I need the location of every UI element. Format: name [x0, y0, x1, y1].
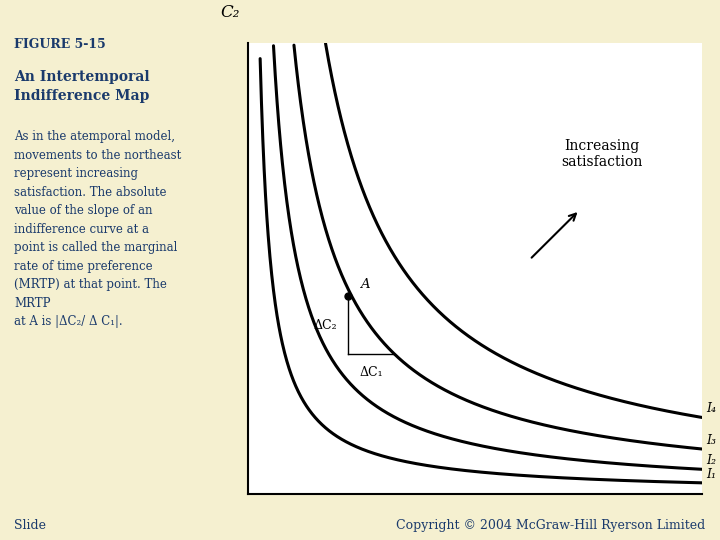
Text: C₂: C₂ — [220, 4, 240, 21]
Text: FIGURE 5-15: FIGURE 5-15 — [14, 38, 106, 51]
Text: I₂: I₂ — [706, 454, 716, 467]
Text: Increasing
satisfaction: Increasing satisfaction — [562, 139, 643, 170]
Text: A: A — [359, 278, 369, 291]
Text: I₄: I₄ — [706, 402, 716, 415]
Text: I₁: I₁ — [706, 468, 716, 481]
Text: I₃: I₃ — [706, 434, 716, 447]
Text: Slide: Slide — [14, 518, 46, 532]
Text: An Intertemporal
Indifference Map: An Intertemporal Indifference Map — [14, 70, 150, 103]
Text: ΔC₁: ΔC₁ — [359, 366, 383, 379]
Text: ΔC₂: ΔC₂ — [313, 319, 337, 332]
Text: Copyright © 2004 McGraw-Hill Ryerson Limited: Copyright © 2004 McGraw-Hill Ryerson Lim… — [396, 518, 706, 532]
Text: As in the atemporal model,
movements to the northeast
represent increasing
satis: As in the atemporal model, movements to … — [14, 130, 181, 328]
